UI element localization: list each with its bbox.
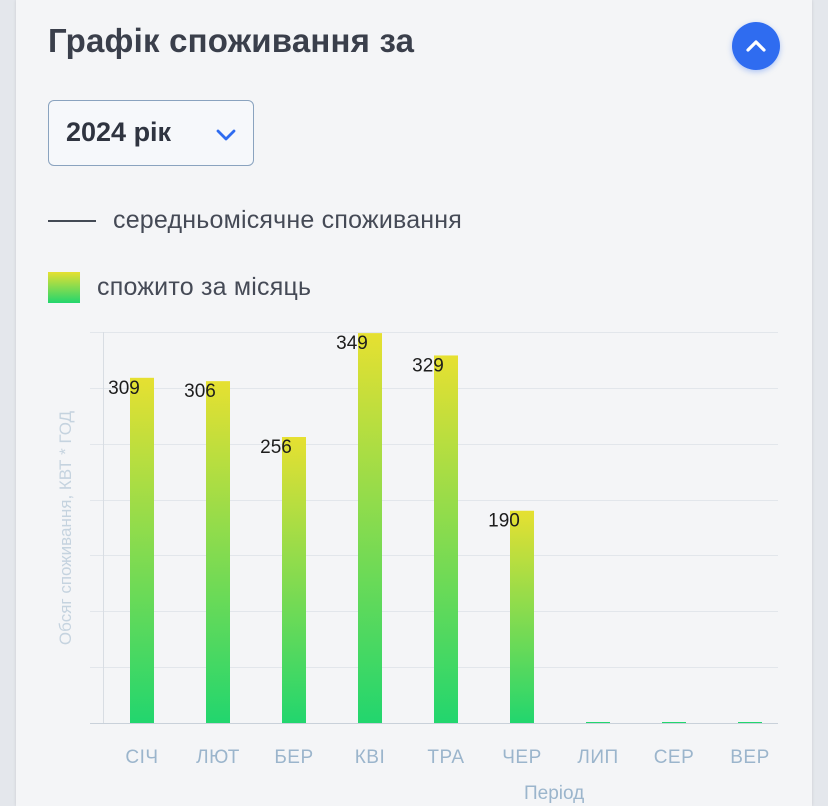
bar-лип[interactable] [586,722,610,723]
bar-value-label: 306 [184,381,216,402]
x-tick-label: ЧЕР [502,747,542,768]
legend-line-swatch [48,220,96,222]
bar-кві[interactable] [358,333,382,723]
bar-value-label: 349 [336,333,368,354]
y-axis-label: Обсяг споживання, КВТ * ГОД [56,410,75,646]
bar-бер[interactable] [282,437,306,723]
x-tick-label: ВЕР [730,747,770,768]
bar-січ[interactable] [130,377,154,723]
bar-тра[interactable] [434,355,458,723]
x-tick-label: СІЧ [125,747,158,768]
bar-value-label: 329 [412,355,444,376]
chevron-down-icon [216,129,236,141]
bar-вер[interactable] [738,722,762,723]
year-select[interactable]: 2024 рік [48,100,254,166]
x-tick-label: ЛИП [577,747,618,768]
bar-value-label: 190 [488,511,520,532]
legend-bar-swatch[interactable] [48,272,80,303]
bar-value-label: 309 [108,378,140,399]
legend-bar-label: спожито за місяць [97,273,312,301]
collapse-button[interactable] [732,22,780,70]
chevron-up-icon [746,40,766,52]
page-title: Графік споживання за [48,22,415,59]
year-select-value: 2024 рік [66,117,172,147]
bar-чер[interactable] [510,510,534,723]
bar-лют[interactable] [206,381,230,723]
x-tick-label: СЕР [654,747,695,768]
x-tick-label: ЛЮТ [196,747,240,768]
x-tick-label: КВІ [355,747,386,768]
legend-average-label: середньомісячне споживання [113,206,463,234]
x-axis-label: Період [524,783,585,804]
x-tick-label: БЕР [274,747,313,768]
x-tick-label: ТРА [427,747,464,768]
bar-сер[interactable] [662,722,686,723]
bar-value-label: 256 [260,437,292,458]
